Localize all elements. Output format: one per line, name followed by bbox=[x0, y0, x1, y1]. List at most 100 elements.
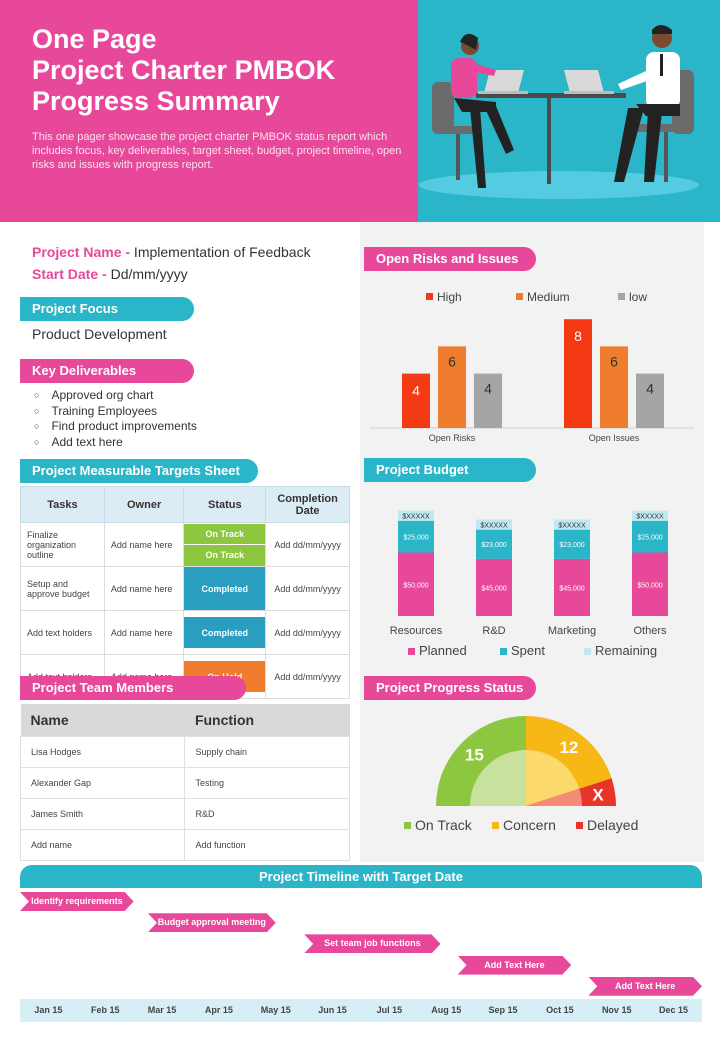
bar bbox=[438, 346, 466, 428]
progress-chart: 15 12 X On Track Concern Delayed bbox=[404, 716, 638, 833]
pie-slice-inner bbox=[526, 750, 580, 806]
bar bbox=[600, 346, 628, 428]
data-label: $23,000 bbox=[481, 542, 506, 549]
bar bbox=[636, 373, 664, 428]
bar-segment bbox=[554, 529, 590, 559]
focus-text: Product Development bbox=[32, 326, 167, 342]
data-label: $XXXXX bbox=[636, 514, 664, 521]
list-item: Add text here bbox=[34, 435, 197, 451]
date-cell: Add dd/mm/yyyy bbox=[265, 654, 350, 699]
bar-segment bbox=[632, 520, 668, 553]
budget-heading: Project Budget bbox=[364, 458, 536, 482]
legend-swatch bbox=[500, 648, 507, 655]
legend-swatch bbox=[492, 822, 499, 829]
month-label: Jun 15 bbox=[318, 1005, 347, 1015]
task-cell: Add text holders bbox=[20, 610, 105, 655]
status-badge: Completed bbox=[184, 567, 266, 610]
month-label: Mar 15 bbox=[147, 1005, 177, 1015]
timeline-heading: Project Timeline with Target Date bbox=[20, 865, 702, 888]
bar-segment bbox=[554, 519, 590, 530]
deliverables-heading: Key Deliverables bbox=[20, 359, 194, 383]
month-label: Jan 15 bbox=[34, 1005, 63, 1015]
month-label: Jul 15 bbox=[376, 1005, 403, 1015]
column-header: Completion Date bbox=[265, 486, 350, 523]
legend-swatch bbox=[426, 293, 433, 300]
legend-swatch bbox=[516, 293, 523, 300]
pie-slice-inner bbox=[526, 788, 582, 806]
legend-label: Spent bbox=[511, 643, 545, 658]
legend-swatch bbox=[618, 293, 625, 300]
data-label: $50,000 bbox=[637, 582, 662, 589]
legend-label: High bbox=[437, 290, 462, 304]
targets-heading: Project Measurable Targets Sheet bbox=[20, 459, 258, 483]
data-label: X bbox=[592, 786, 604, 805]
data-label: 12 bbox=[559, 738, 578, 757]
member-name: Lisa Hodges bbox=[19, 735, 186, 768]
header-illustration-panel bbox=[418, 0, 720, 222]
table-row: Setup and approve budget Add name here C… bbox=[20, 566, 350, 611]
bar-segment bbox=[554, 558, 590, 616]
data-label: 4 bbox=[412, 383, 420, 399]
data-label: $XXXXX bbox=[402, 514, 430, 521]
legend-swatch bbox=[404, 822, 411, 829]
timeline-task: Budget approval meeting bbox=[148, 913, 276, 932]
timeline-task: Identify requirements bbox=[20, 892, 134, 911]
data-label: 4 bbox=[484, 381, 492, 397]
timeline-task: Add Text Here bbox=[588, 977, 702, 996]
date-cell: Add dd/mm/yyyy bbox=[265, 522, 350, 567]
timeline-months: Jan 15 Feb 15 Mar 15 Apr 15 May 15 Jun 1… bbox=[20, 999, 702, 1022]
date-cell: Add dd/mm/yyyy bbox=[265, 566, 350, 611]
data-label: $XXXXX bbox=[480, 523, 508, 530]
bar-segment bbox=[476, 558, 512, 616]
status-badge: On Track bbox=[184, 523, 266, 545]
deliverables-list: Approved org chart Training Employees Fi… bbox=[34, 388, 197, 451]
member-function: Supply chain bbox=[184, 735, 350, 768]
table-row: Add text holders Add name here Completed… bbox=[20, 610, 350, 655]
date-cell: Add dd/mm/yyyy bbox=[265, 610, 350, 655]
risks-heading: Open Risks and Issues bbox=[364, 247, 536, 271]
bar-segment bbox=[398, 520, 434, 553]
member-function: Add function bbox=[184, 828, 350, 861]
member-name: James Smith bbox=[19, 797, 186, 830]
month-label: Feb 15 bbox=[90, 1005, 120, 1015]
bar-segment bbox=[632, 510, 668, 521]
bar-segment bbox=[476, 529, 512, 559]
list-item: Find product improvements bbox=[34, 419, 196, 435]
list-item: Training Employees bbox=[34, 404, 197, 420]
budget-chart: $50,000 $25,000 $XXXXX Resources $45,000 $23,… bbox=[390, 510, 668, 658]
status-cell: On Track On Track bbox=[183, 522, 267, 567]
data-label: 4 bbox=[646, 381, 654, 397]
category-label: Resources bbox=[390, 625, 443, 637]
category-label: Open Issues bbox=[589, 433, 640, 443]
month-label: Sep 15 bbox=[488, 1005, 518, 1015]
data-label: 15 bbox=[465, 745, 484, 764]
owner-cell: Add name here bbox=[103, 566, 185, 611]
data-label: $XXXXX bbox=[558, 523, 586, 530]
category-label: Open Risks bbox=[429, 433, 476, 443]
column-header: Owner bbox=[103, 486, 185, 523]
team-table: Name Function Lisa Hodges Supply chain Al… bbox=[19, 704, 350, 861]
data-label: $50,000 bbox=[403, 582, 428, 589]
owner-cell: Add name here bbox=[103, 610, 185, 655]
project-name: Project Name - Implementation of Feedbac… bbox=[32, 244, 311, 260]
risks-chart: High Medium low 4 6 4 Open Risks 8 6 4 Open Issues bbox=[370, 290, 694, 443]
bar-segment bbox=[476, 519, 512, 530]
bar-segment bbox=[398, 552, 434, 616]
legend-label: Planned bbox=[419, 643, 467, 658]
member-name: Alexander Gap bbox=[19, 766, 186, 799]
category-label: Marketing bbox=[548, 625, 596, 637]
status-cell: Completed bbox=[183, 610, 267, 655]
data-label: 8 bbox=[574, 328, 582, 344]
member-function: Testing bbox=[184, 766, 350, 799]
data-label: $25,000 bbox=[637, 535, 662, 542]
data-label: 6 bbox=[610, 353, 618, 369]
bar bbox=[402, 373, 430, 428]
page-description: This one pager showcase the project char… bbox=[32, 131, 402, 171]
table-row: Lisa Hodges Supply chain bbox=[19, 735, 350, 768]
member-name: Add name bbox=[19, 828, 186, 861]
month-label: May 15 bbox=[260, 1005, 291, 1015]
legend-label: Delayed bbox=[587, 817, 638, 833]
bar-segment bbox=[398, 510, 434, 521]
member-function: R&D bbox=[184, 797, 350, 830]
month-label: Dec 15 bbox=[659, 1005, 689, 1015]
